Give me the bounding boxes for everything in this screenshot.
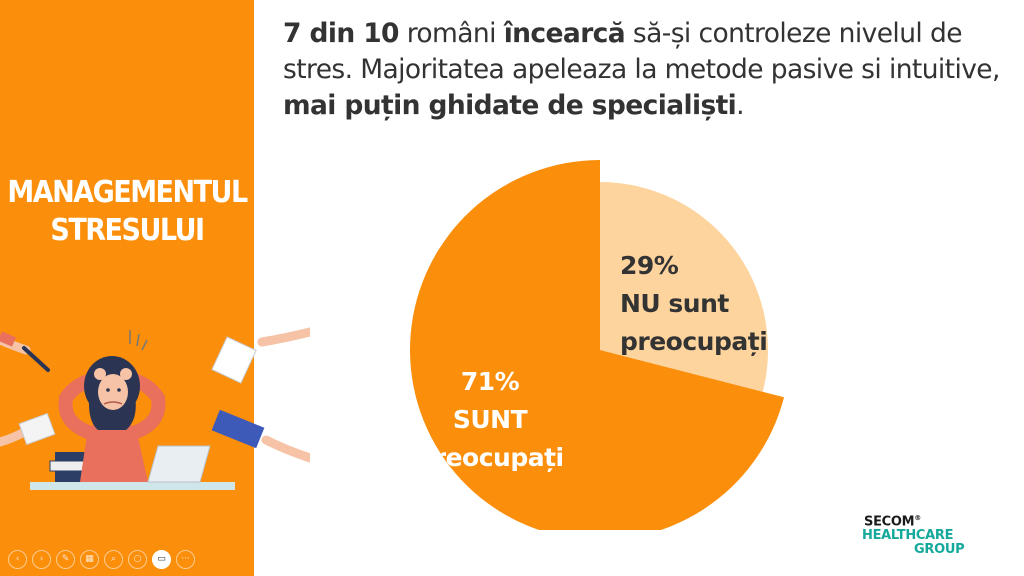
stressed-woman-illustration [0,327,310,490]
pie-label-71-line1: 71% [461,367,520,396]
headline-part: români [398,18,504,49]
headline-bold-stat: 7 din 10 [283,18,399,49]
pie-label-29-line3: preocupați [620,327,767,356]
sidebar-title-line1: MANAGEMENTUL [7,175,248,210]
logo-line2: HEALTHCARE [862,528,954,544]
pie-slice-71 [410,160,785,530]
sidebar-panel: MANAGEMENTUL STRESULUI [0,0,310,576]
pen-icon[interactable]: ✎ [56,550,75,569]
secom-logo: SECOM® HEALTHCARE GROUP [862,511,1002,557]
pie-label-29-line2: NU sunt [620,289,729,318]
ellipsis-icon[interactable]: ··· [176,550,195,569]
camera-icon[interactable]: ▭ [152,550,171,569]
sidebar-title-line2: STRESULUI [50,213,205,248]
pie-label-29-line1: 29% [620,251,679,280]
headline-part: să-și controleze nivelul de stres. Major… [283,18,1000,85]
headline-text: 7 din 10 români încearcă să-și controlez… [283,16,1018,124]
sidebar-title: MANAGEMENTUL STRESULUI [0,174,254,250]
headline-bold-verb: încearcă [503,18,626,49]
logo-registered: ® [914,514,921,522]
pie-label-71-line2: SUNT [453,405,528,434]
presentation-controls: ‹ › ✎ ▦ ⌕ ○ ▭ ··· [8,550,195,572]
pie-chart: 29% NU sunt preocupați 71% SUNT preocupați [410,160,785,530]
zoom-icon[interactable]: ⌕ [104,550,123,569]
headline-bold-phrase: mai puțin ghidate de specialiști [283,90,737,121]
more-options-icon[interactable]: ○ [128,550,147,569]
logo-line3: GROUP [914,542,965,558]
logo-line1: SECOM [864,514,915,530]
pie-label-71-line3: preocupați [416,443,563,472]
headline-part: . [736,90,744,121]
previous-icon[interactable]: ‹ [8,550,27,569]
next-icon[interactable]: › [32,550,51,569]
slides-icon[interactable]: ▦ [80,550,99,569]
pie-slice-29 [600,182,768,392]
